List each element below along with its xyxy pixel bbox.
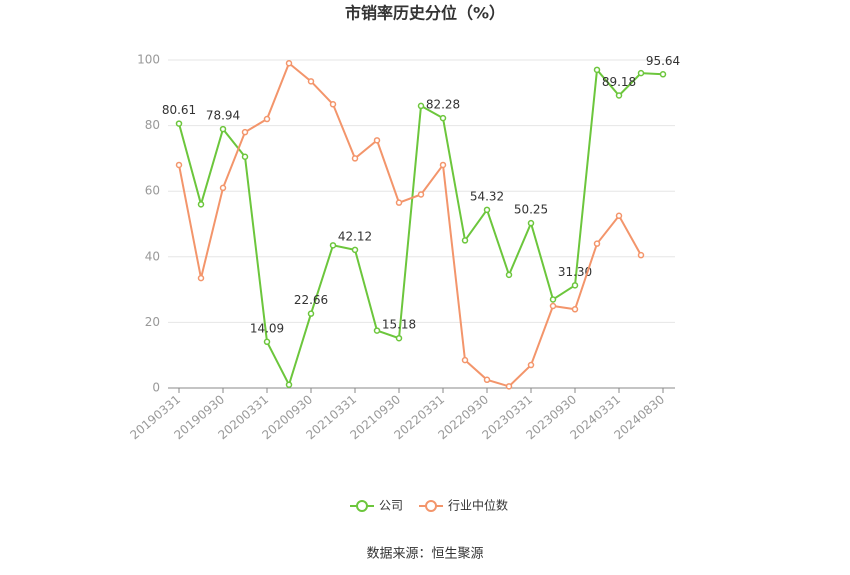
series-line bbox=[178, 61, 642, 388]
point bbox=[571, 306, 579, 313]
data-label: 22.66 bbox=[294, 293, 328, 307]
point bbox=[461, 237, 469, 244]
point bbox=[175, 120, 183, 127]
y-tick-label: 100 bbox=[137, 53, 160, 67]
point bbox=[505, 271, 513, 279]
y-tick-label: 20 bbox=[145, 315, 160, 329]
point bbox=[527, 361, 535, 369]
point bbox=[307, 310, 315, 317]
point bbox=[483, 376, 491, 384]
point bbox=[329, 101, 337, 108]
point bbox=[417, 102, 425, 110]
point bbox=[241, 153, 249, 161]
point bbox=[417, 191, 425, 198]
y-tick-label: 0 bbox=[152, 381, 160, 395]
point bbox=[197, 274, 205, 282]
point bbox=[395, 334, 403, 342]
point bbox=[219, 125, 227, 133]
point bbox=[659, 71, 667, 78]
point bbox=[549, 302, 557, 310]
data-label: 80.61 bbox=[162, 103, 196, 117]
point bbox=[241, 128, 249, 136]
data-label: 15.18 bbox=[382, 318, 416, 332]
point bbox=[285, 60, 293, 67]
point bbox=[219, 184, 227, 192]
point bbox=[593, 240, 601, 247]
point bbox=[527, 219, 535, 227]
point bbox=[615, 92, 623, 99]
point bbox=[571, 282, 579, 289]
legend-label: 公司 bbox=[379, 499, 403, 513]
data-label: 14.09 bbox=[250, 321, 284, 335]
source: 数据来源：恒生聚源 bbox=[366, 547, 483, 562]
point bbox=[351, 155, 359, 162]
chart-title: 市销率历史分位（%） bbox=[345, 4, 505, 23]
point bbox=[307, 78, 315, 85]
legend-marker bbox=[425, 500, 438, 512]
point bbox=[549, 296, 557, 303]
point bbox=[505, 383, 513, 390]
y-tick-label: 80 bbox=[145, 118, 160, 132]
data-label: 78.94 bbox=[206, 109, 240, 123]
y-tick-label: 40 bbox=[145, 249, 160, 263]
point bbox=[593, 66, 601, 74]
data-label: 50.25 bbox=[514, 203, 548, 217]
point bbox=[263, 115, 271, 123]
legend-label: 行业中位数 bbox=[448, 498, 508, 513]
data-label: 82.28 bbox=[426, 98, 460, 112]
data-label: 95.64 bbox=[646, 54, 680, 68]
point bbox=[175, 161, 183, 169]
point bbox=[373, 137, 381, 144]
point bbox=[263, 338, 271, 346]
point bbox=[637, 251, 645, 259]
point bbox=[285, 381, 293, 388]
data-label: 31.30 bbox=[558, 265, 592, 279]
point bbox=[615, 212, 623, 220]
data-label: 54.32 bbox=[470, 189, 504, 203]
point bbox=[329, 242, 337, 249]
point bbox=[197, 201, 205, 208]
legend-marker bbox=[356, 500, 368, 512]
point bbox=[439, 114, 447, 122]
point bbox=[373, 327, 381, 334]
point bbox=[395, 199, 403, 206]
data-label: 42.12 bbox=[338, 229, 372, 243]
y-tick-label: 60 bbox=[145, 184, 160, 198]
point bbox=[483, 206, 491, 214]
series-line bbox=[178, 67, 664, 388]
point bbox=[439, 161, 447, 169]
data-label: 89.18 bbox=[602, 75, 636, 89]
point bbox=[461, 356, 469, 364]
point bbox=[351, 246, 359, 254]
point bbox=[637, 69, 645, 77]
